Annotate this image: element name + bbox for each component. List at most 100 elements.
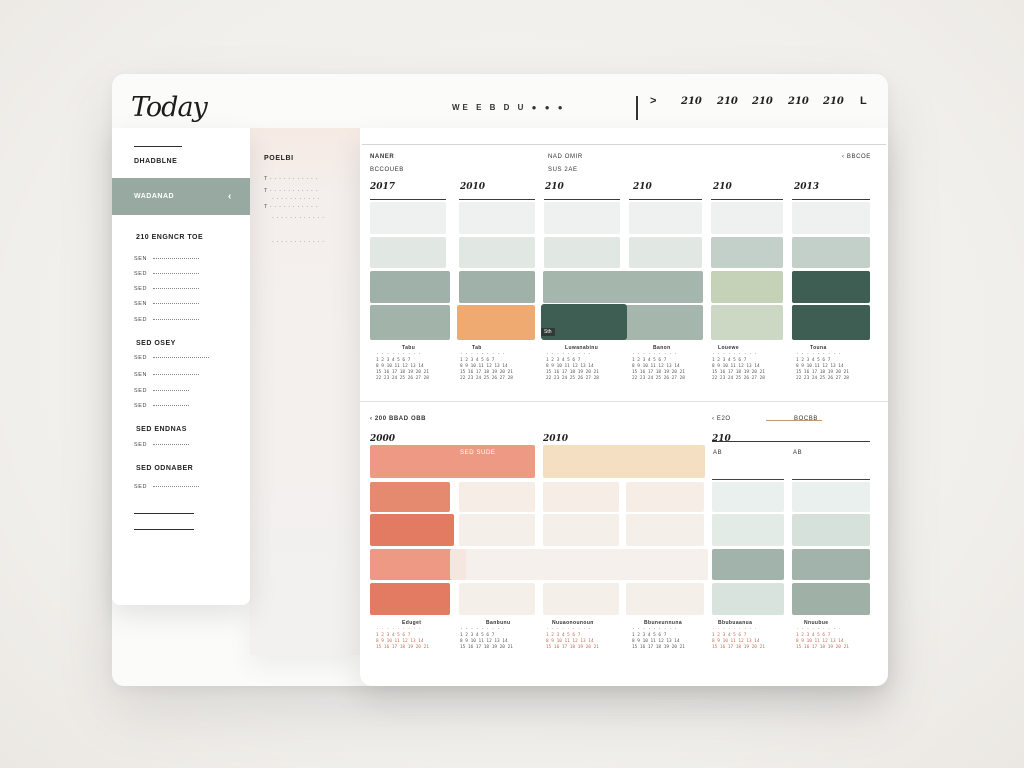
time-slot[interactable]	[711, 202, 783, 234]
time-slot[interactable]	[712, 463, 784, 478]
time-slot[interactable]	[370, 202, 446, 234]
sidebar-list-item[interactable]: SED	[134, 271, 200, 277]
column-heading[interactable]: 2010	[543, 434, 569, 444]
subpanel-item[interactable]: · · · · · · · · · · ·	[272, 196, 321, 202]
time-slot[interactable]	[543, 482, 619, 512]
event-block[interactable]	[459, 271, 535, 303]
sidebar-list-item[interactable]: SED	[134, 484, 200, 490]
mini-calendar[interactable]: · · · · · · · · · 1 2 3 4 5 6 7 8 9 10 1…	[460, 352, 513, 381]
subpanel-item[interactable]: · · · · · · · · · · · ·	[272, 215, 325, 221]
column-heading[interactable]: 210	[713, 182, 732, 192]
mini-calendar[interactable]: · · · · · · · · · 1 2 3 4 5 6 7 8 9 10 1…	[796, 352, 849, 381]
time-slot[interactable]	[626, 583, 704, 615]
mini-calendar[interactable]: · · · · · · · · · 1 2 3 4 5 6 7 8 9 10 1…	[712, 352, 765, 381]
time-slot[interactable]	[544, 202, 620, 234]
time-slot[interactable]	[459, 202, 535, 234]
sidebar-list-item[interactable]: SED	[134, 388, 190, 394]
subpanel-item[interactable]: · · · · · · · · · · · ·	[272, 239, 325, 245]
time-slot[interactable]	[459, 482, 535, 512]
sidebar-list-item[interactable]: SED	[134, 317, 200, 323]
mini-calendar[interactable]: · · · · · · · · · 1 2 3 4 5 6 7 8 9 10 1…	[712, 627, 765, 650]
sidebar-list-item[interactable]: SEN	[134, 372, 200, 378]
time-slot[interactable]	[626, 482, 704, 512]
sidebar-list-item[interactable]: SED	[134, 355, 210, 361]
time-slot[interactable]	[712, 583, 784, 615]
subpanel-item[interactable]: T · · · · · · · · · · ·	[264, 204, 319, 210]
event-block[interactable]	[711, 305, 783, 340]
time-slot[interactable]	[629, 202, 702, 234]
header-divider	[636, 96, 638, 120]
event-block-dragging[interactable]	[450, 549, 708, 580]
header-year-3[interactable]: 210	[752, 96, 773, 107]
event-block[interactable]	[792, 305, 870, 340]
time-slot[interactable]	[792, 482, 870, 512]
column-heading[interactable]: 2013	[794, 182, 820, 192]
event-block[interactable]	[370, 482, 450, 512]
header-year-1[interactable]: 210	[681, 96, 702, 107]
sidebar: DHADBLNE WADANAD ‹ 210 ENGNCR TOE SEN SE…	[112, 128, 250, 605]
event-block[interactable]	[370, 271, 450, 303]
event-block-selected[interactable]	[541, 304, 627, 340]
sidebar-list-item[interactable]: SEN	[134, 256, 200, 262]
time-slot[interactable]	[543, 583, 619, 615]
panel-action[interactable]: ‹ BBCOE	[842, 154, 871, 160]
sidebar-list-item[interactable]: SED	[134, 403, 190, 409]
column-heading[interactable]: 2000	[370, 434, 396, 444]
calendar-panel: NANER BCCOUEB NAD OMIR SUS 2AE ‹ BBCOE 2…	[360, 128, 888, 686]
event-block[interactable]	[712, 549, 784, 580]
mini-calendar[interactable]: · · · · · · · · · 1 2 3 4 5 6 7 8 9 10 1…	[376, 352, 429, 381]
header-year-2[interactable]: 210	[717, 96, 738, 107]
next-button[interactable]: L	[860, 95, 867, 107]
header-year-5[interactable]: 210	[823, 96, 844, 107]
sidebar-item-active[interactable]: WADANAD ‹	[112, 178, 250, 215]
mini-calendar-title: Eduget	[402, 620, 422, 626]
mini-calendar[interactable]: · · · · · · · · · 1 2 3 4 5 6 7 8 9 10 1…	[632, 352, 685, 381]
column-heading[interactable]: 2010	[460, 182, 486, 192]
event-block[interactable]	[543, 445, 705, 478]
time-slot[interactable]	[792, 202, 870, 234]
sidebar-list-item[interactable]: SEN	[134, 301, 200, 307]
event-block[interactable]	[370, 305, 450, 340]
time-slot[interactable]	[792, 514, 870, 546]
time-slot[interactable]	[711, 237, 783, 268]
subpanel-item[interactable]: T · · · · · · · · · · ·	[264, 188, 319, 194]
time-slot[interactable]	[712, 482, 784, 512]
time-slot[interactable]	[543, 514, 619, 546]
time-slot[interactable]	[459, 514, 535, 546]
time-slot[interactable]	[459, 583, 535, 615]
mini-calendar-title: Nnuubue	[804, 620, 829, 626]
event-block[interactable]	[792, 549, 870, 580]
mini-calendar[interactable]: · · · · · · · · · 1 2 3 4 5 6 7 8 9 10 1…	[546, 352, 599, 381]
event-block[interactable]	[711, 271, 783, 303]
event-block[interactable]	[370, 514, 454, 546]
event-block[interactable]	[370, 445, 535, 478]
sidebar-list-item[interactable]: SED	[134, 442, 190, 448]
chevron-left-icon[interactable]: ‹	[228, 191, 232, 202]
prev-button[interactable]: >	[650, 95, 657, 107]
event-block[interactable]	[543, 271, 703, 303]
event-block[interactable]	[370, 583, 450, 615]
time-slot[interactable]	[370, 237, 446, 268]
time-slot[interactable]	[712, 514, 784, 546]
time-slot[interactable]	[792, 237, 870, 268]
mini-calendar[interactable]: · · · · · · · · · 1 2 3 4 5 6 7 8 9 10 1…	[796, 627, 849, 650]
time-slot[interactable]	[626, 514, 704, 546]
event-block[interactable]	[792, 271, 870, 303]
event-block[interactable]	[457, 305, 535, 340]
event-block[interactable]	[792, 583, 870, 615]
mini-calendar[interactable]: · · · · · · · · · 1 2 3 4 5 6 7 8 9 10 1…	[632, 627, 685, 650]
column-heading[interactable]: 210	[633, 182, 652, 192]
subpanel-item[interactable]: T · · · · · · · · · · ·	[264, 176, 319, 182]
column-heading[interactable]: 210	[712, 434, 731, 444]
mini-calendar[interactable]: · · · · · · · · · 1 2 3 4 5 6 7 8 9 10 1…	[460, 627, 513, 650]
column-heading[interactable]: 2017	[370, 182, 396, 192]
mini-calendar[interactable]: · · · · · · · · · 1 2 3 4 5 6 7 8 9 10 1…	[376, 627, 429, 650]
sidebar-list-item[interactable]: SED	[134, 286, 200, 292]
mini-calendar[interactable]: · · · · · · · · · 1 2 3 4 5 6 7 8 9 10 1…	[546, 627, 599, 650]
time-slot[interactable]	[459, 237, 535, 268]
column-heading[interactable]: 210	[545, 182, 564, 192]
time-slot[interactable]	[544, 237, 620, 268]
time-slot[interactable]	[629, 237, 702, 268]
header-nav[interactable]: WE E B D U ● ● ●	[452, 103, 566, 112]
header-year-4[interactable]: 210	[788, 96, 809, 107]
